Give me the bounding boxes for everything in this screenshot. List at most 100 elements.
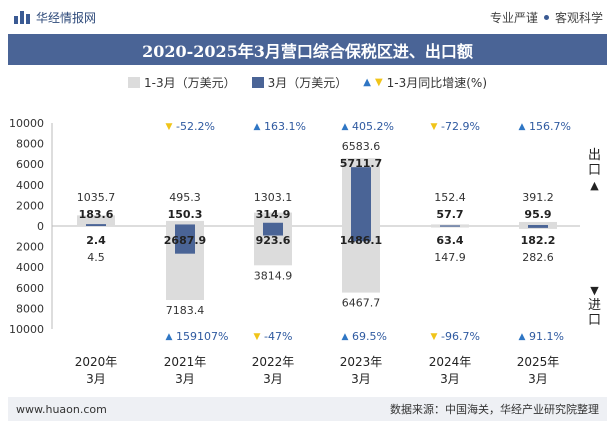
y-tick-label: 6000 [16, 158, 44, 171]
import-month-bar [351, 226, 371, 242]
export-month-bar [440, 225, 460, 226]
footer: www.huaon.com 数据来源：中国海关，华经产业研究院整理 [8, 397, 607, 421]
export-side-label: 出 口 ▲ [588, 148, 601, 193]
export-month-bar [528, 225, 548, 226]
import-side-char-2: 口 [588, 313, 602, 328]
import-month-value: 182.2 [521, 234, 556, 247]
dot-separator-icon [543, 14, 549, 20]
export-ytd-value: 1303.1 [254, 191, 293, 204]
import-month-value: 2.4 [86, 234, 106, 247]
x-category-label-month: 3月 [175, 372, 195, 386]
export-yoy-value: 156.7% [529, 120, 571, 133]
y-tick-label: 10000 [9, 117, 44, 130]
triangle-down-icon: ▼ [374, 76, 383, 88]
y-tick-label: 8000 [16, 138, 44, 151]
import-side-char-1: 进 [588, 298, 602, 313]
legend-ytd-swatch [127, 76, 140, 88]
export-ytd-bar [166, 220, 204, 226]
export-month-value: 150.3 [168, 208, 203, 221]
x-category-label-year: 2021年 [164, 355, 207, 369]
x-category-label-year: 2022年 [252, 355, 295, 369]
export-month-bar [175, 224, 195, 226]
export-month-bar [351, 167, 371, 226]
import-yoy-value: -47% [264, 330, 292, 343]
triangle-down-icon: ▼ [431, 122, 438, 132]
y-tick-label: 6000 [16, 282, 44, 295]
import-ytd-value: 147.9 [434, 251, 466, 264]
bar-logo-icon [14, 10, 30, 24]
export-month-value: 57.7 [436, 208, 463, 221]
export-yoy-value: -52.2% [176, 120, 215, 133]
legend-ytd-label: 1-3月（万美元） [143, 75, 236, 90]
legend-yoy-label: 1-3月同比增速(%) [386, 75, 488, 90]
legend-month-swatch [251, 76, 264, 88]
footer-source: 数据来源：中国海关，华经产业研究院整理 [390, 403, 599, 416]
triangle-down-icon: ▼ [166, 122, 173, 132]
export-yoy-value: 405.2% [352, 120, 394, 133]
x-category-label-month: 3月 [351, 372, 371, 386]
export-ytd-bar [519, 221, 557, 226]
triangle-up-icon: ▲ [166, 332, 173, 342]
y-tick-label: 8000 [16, 302, 44, 315]
import-ytd-value: 3814.9 [254, 269, 293, 282]
import-month-bar [263, 226, 283, 236]
chart-legend: 1-3月（万美元） 3月（万美元） ▲ ▼ 1-3月同比增速(%) [0, 71, 615, 93]
legend-yoy: ▲ ▼ 1-3月同比增速(%) [363, 74, 487, 91]
x-category-label-month: 3月 [263, 372, 283, 386]
triangle-up-icon: ▲ [342, 332, 349, 342]
triangle-up-icon: ▲ [342, 122, 349, 132]
footer-website: www.huaon.com [16, 402, 107, 416]
arrow-down-icon: ▼ [590, 284, 599, 297]
export-ytd-value: 152.4 [434, 191, 466, 204]
import-yoy-value: -96.7% [441, 330, 480, 343]
export-yoy-value: -72.9% [441, 120, 480, 133]
x-category-label-year: 2024年 [429, 355, 472, 369]
tagline-left: 专业严谨 [489, 10, 538, 25]
export-ytd-bar [77, 215, 115, 226]
export-side-char-1: 出 [588, 148, 602, 163]
import-month-bar [440, 226, 460, 227]
export-yoy-value: 163.1% [264, 120, 306, 133]
export-month-bar [263, 222, 283, 226]
import-month-value: 2687.9 [164, 234, 206, 247]
legend-month: 3月（万美元） [251, 74, 348, 91]
export-ytd-value: 495.3 [169, 191, 201, 204]
export-ytd-value: 391.2 [522, 191, 554, 204]
export-month-value: 314.9 [256, 208, 291, 221]
triangle-up-icon: ▲ [519, 332, 526, 342]
x-category-label-year: 2020年 [75, 355, 118, 369]
legend-ytd: 1-3月（万美元） [127, 74, 236, 91]
x-category-label-month: 3月 [440, 372, 460, 386]
y-tick-label: 10000 [9, 323, 44, 336]
triangle-up-icon: ▲ [363, 76, 371, 88]
y-tick-label: 4000 [16, 261, 44, 274]
y-tick-label: 2000 [16, 199, 44, 212]
import-month-value: 1486.1 [340, 234, 382, 247]
triangle-down-icon: ▼ [431, 332, 438, 342]
y-tick-label: 2000 [16, 241, 44, 254]
import-month-bar [528, 226, 548, 228]
x-category-label-month: 3月 [86, 372, 106, 386]
export-ytd-value: 1035.7 [77, 191, 116, 204]
import-yoy-value: 91.1% [529, 330, 564, 343]
export-month-value: 95.9 [524, 208, 551, 221]
import-ytd-bar [431, 226, 469, 228]
import-ytd-value: 282.6 [522, 251, 554, 264]
tagline-right: 客观科学 [554, 10, 603, 25]
import-ytd-value: 7183.4 [166, 304, 205, 317]
import-side-label: ▼ 进 口 [588, 283, 601, 328]
import-yoy-value: 69.5% [352, 330, 387, 343]
chart-title: 2020-2025年3月营口综合保税区进、出口额 [8, 34, 607, 65]
taglines: 专业严谨 客观科学 [490, 9, 603, 26]
import-month-bar [175, 226, 195, 254]
legend-month-label: 3月（万美元） [267, 75, 348, 90]
y-tick-label: 0 [37, 220, 44, 233]
export-month-bar [86, 224, 106, 226]
y-tick-label: 4000 [16, 179, 44, 192]
brand-name: 华经情报网 [36, 10, 97, 25]
export-month-value: 5711.7 [340, 157, 382, 170]
x-category-label-year: 2023年 [340, 355, 383, 369]
import-month-value: 63.4 [436, 234, 463, 247]
import-yoy-value: 159107% [176, 330, 228, 343]
